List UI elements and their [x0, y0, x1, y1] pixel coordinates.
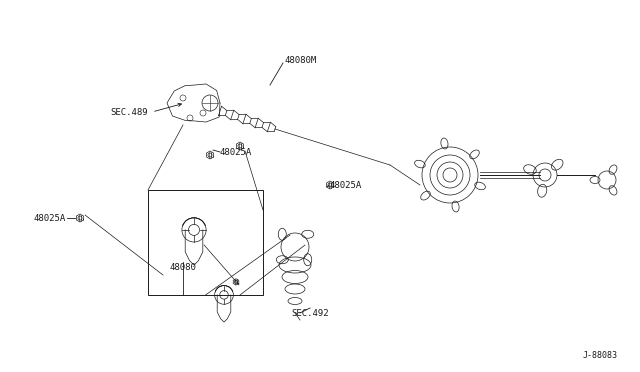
Text: 48025A: 48025A: [330, 180, 362, 189]
Text: 48025A: 48025A: [34, 214, 66, 222]
Text: J-88083: J-88083: [583, 350, 618, 359]
Text: SEC.489: SEC.489: [110, 108, 148, 116]
Text: SEC.492: SEC.492: [291, 308, 329, 317]
Text: 48080M: 48080M: [285, 55, 317, 64]
Text: 48025A: 48025A: [220, 148, 252, 157]
Bar: [148, 190, 263, 295]
Text: 48080: 48080: [170, 263, 196, 273]
